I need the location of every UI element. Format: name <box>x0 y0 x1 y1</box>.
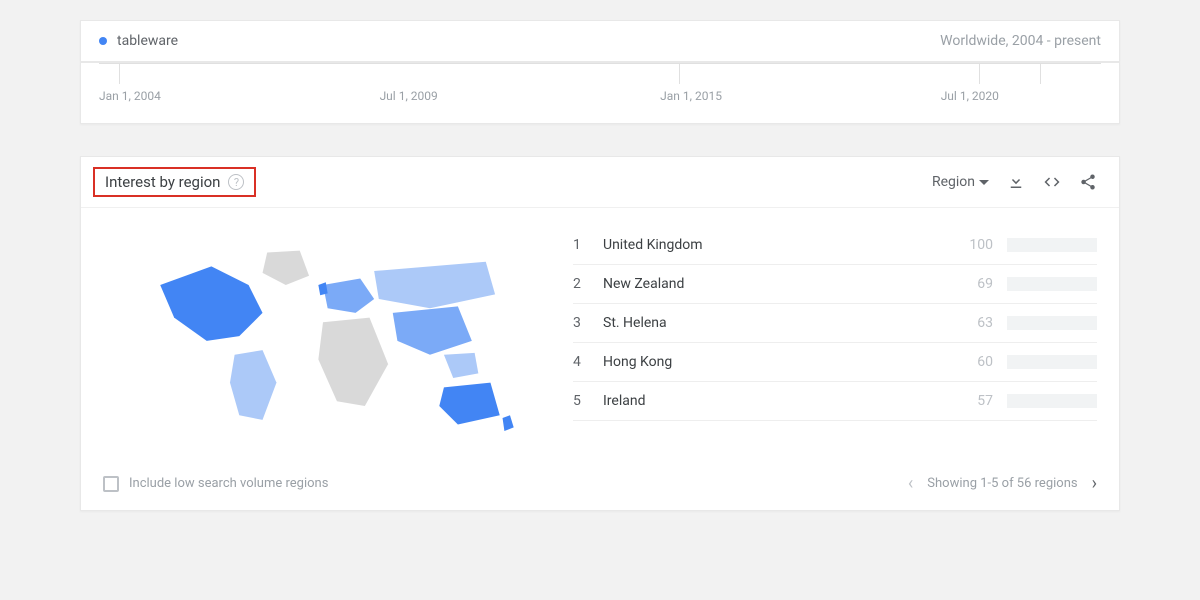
region-rank: 2 <box>573 276 589 292</box>
map-region-asia[interactable] <box>393 306 472 354</box>
help-icon[interactable]: ? <box>228 174 244 190</box>
region-bar <box>1007 316 1097 330</box>
region-bar <box>1007 394 1097 408</box>
download-icon[interactable] <box>1007 173 1025 191</box>
search-term-label: tableware <box>117 33 178 49</box>
pager-next-button[interactable]: › <box>1092 473 1097 494</box>
search-term-chip[interactable]: tableware <box>99 33 178 49</box>
timeline-tick-label: Jul 1, 2020 <box>941 89 1101 103</box>
timeline-labels: Jan 1, 2004 Jul 1, 2009 Jan 1, 2015 Jul … <box>99 89 1101 103</box>
timeline-tick-label: Jan 1, 2004 <box>99 89 380 103</box>
scope-label: Worldwide, 2004 - present <box>940 33 1101 49</box>
embed-icon[interactable] <box>1043 173 1061 191</box>
region-value: 100 <box>963 237 993 253</box>
region-rank: 3 <box>573 315 589 331</box>
map-region-nz[interactable] <box>503 415 514 431</box>
region-value: 57 <box>963 393 993 409</box>
chevron-down-icon <box>979 180 989 185</box>
region-row[interactable]: 5 Ireland 57 <box>573 382 1097 421</box>
region-name: United Kingdom <box>603 237 949 253</box>
region-value: 69 <box>963 276 993 292</box>
region-name: St. Helena <box>603 315 949 331</box>
region-bar <box>1007 277 1097 291</box>
timeline-tick-label: Jan 1, 2015 <box>660 89 941 103</box>
map-region-greenland[interactable] <box>263 251 310 285</box>
comparison-header: tableware Worldwide, 2004 - present <box>80 20 1120 62</box>
world-map[interactable] <box>103 226 543 451</box>
include-low-volume-checkbox[interactable]: Include low search volume regions <box>103 476 328 492</box>
share-icon[interactable] <box>1079 173 1097 191</box>
pager: ‹ Showing 1-5 of 56 regions › <box>908 473 1097 494</box>
region-ranking-list: 1 United Kingdom 100 2 New Zealand 69 3 St. Hel… <box>573 226 1097 451</box>
region-bar <box>1007 355 1097 369</box>
pager-status: Showing 1-5 of 56 regions <box>927 476 1077 491</box>
checkbox-icon <box>103 476 119 492</box>
map-region-af[interactable] <box>318 318 388 406</box>
interest-by-region-title: Interest by region <box>105 173 220 191</box>
interest-by-region-title-highlight: Interest by region ? <box>93 167 256 197</box>
series-dot <box>99 37 107 45</box>
region-level-dropdown-label: Region <box>932 174 975 190</box>
region-bar <box>1007 238 1097 252</box>
region-level-dropdown[interactable]: Region <box>932 174 989 190</box>
timeline-axis <box>99 63 1101 83</box>
region-rank: 5 <box>573 393 589 409</box>
timeline-tick-label: Jul 1, 2009 <box>380 89 661 103</box>
region-row[interactable]: 2 New Zealand 69 <box>573 265 1097 304</box>
region-rank: 1 <box>573 237 589 253</box>
region-rank: 4 <box>573 354 589 370</box>
region-name: Hong Kong <box>603 354 949 370</box>
pager-prev-button[interactable]: ‹ <box>908 473 913 494</box>
region-name: New Zealand <box>603 276 949 292</box>
map-region-sea[interactable] <box>444 353 478 378</box>
map-region-au[interactable] <box>439 383 499 425</box>
region-name: Ireland <box>603 393 949 409</box>
include-low-volume-label: Include low search volume regions <box>129 476 328 491</box>
map-region-eu[interactable] <box>323 279 374 313</box>
region-row[interactable]: 4 Hong Kong 60 <box>573 343 1097 382</box>
region-row[interactable]: 3 St. Helena 63 <box>573 304 1097 343</box>
region-value: 63 <box>963 315 993 331</box>
timeline-card: Jan 1, 2004 Jul 1, 2009 Jan 1, 2015 Jul … <box>80 62 1120 124</box>
interest-by-region-card: Interest by region ? Region <box>80 156 1120 511</box>
map-region-na[interactable] <box>160 266 262 340</box>
map-region-uk[interactable] <box>318 282 327 295</box>
region-value: 60 <box>963 354 993 370</box>
map-region-sa[interactable] <box>230 350 277 420</box>
region-row[interactable]: 1 United Kingdom 100 <box>573 226 1097 265</box>
map-region-ru[interactable] <box>374 262 495 309</box>
